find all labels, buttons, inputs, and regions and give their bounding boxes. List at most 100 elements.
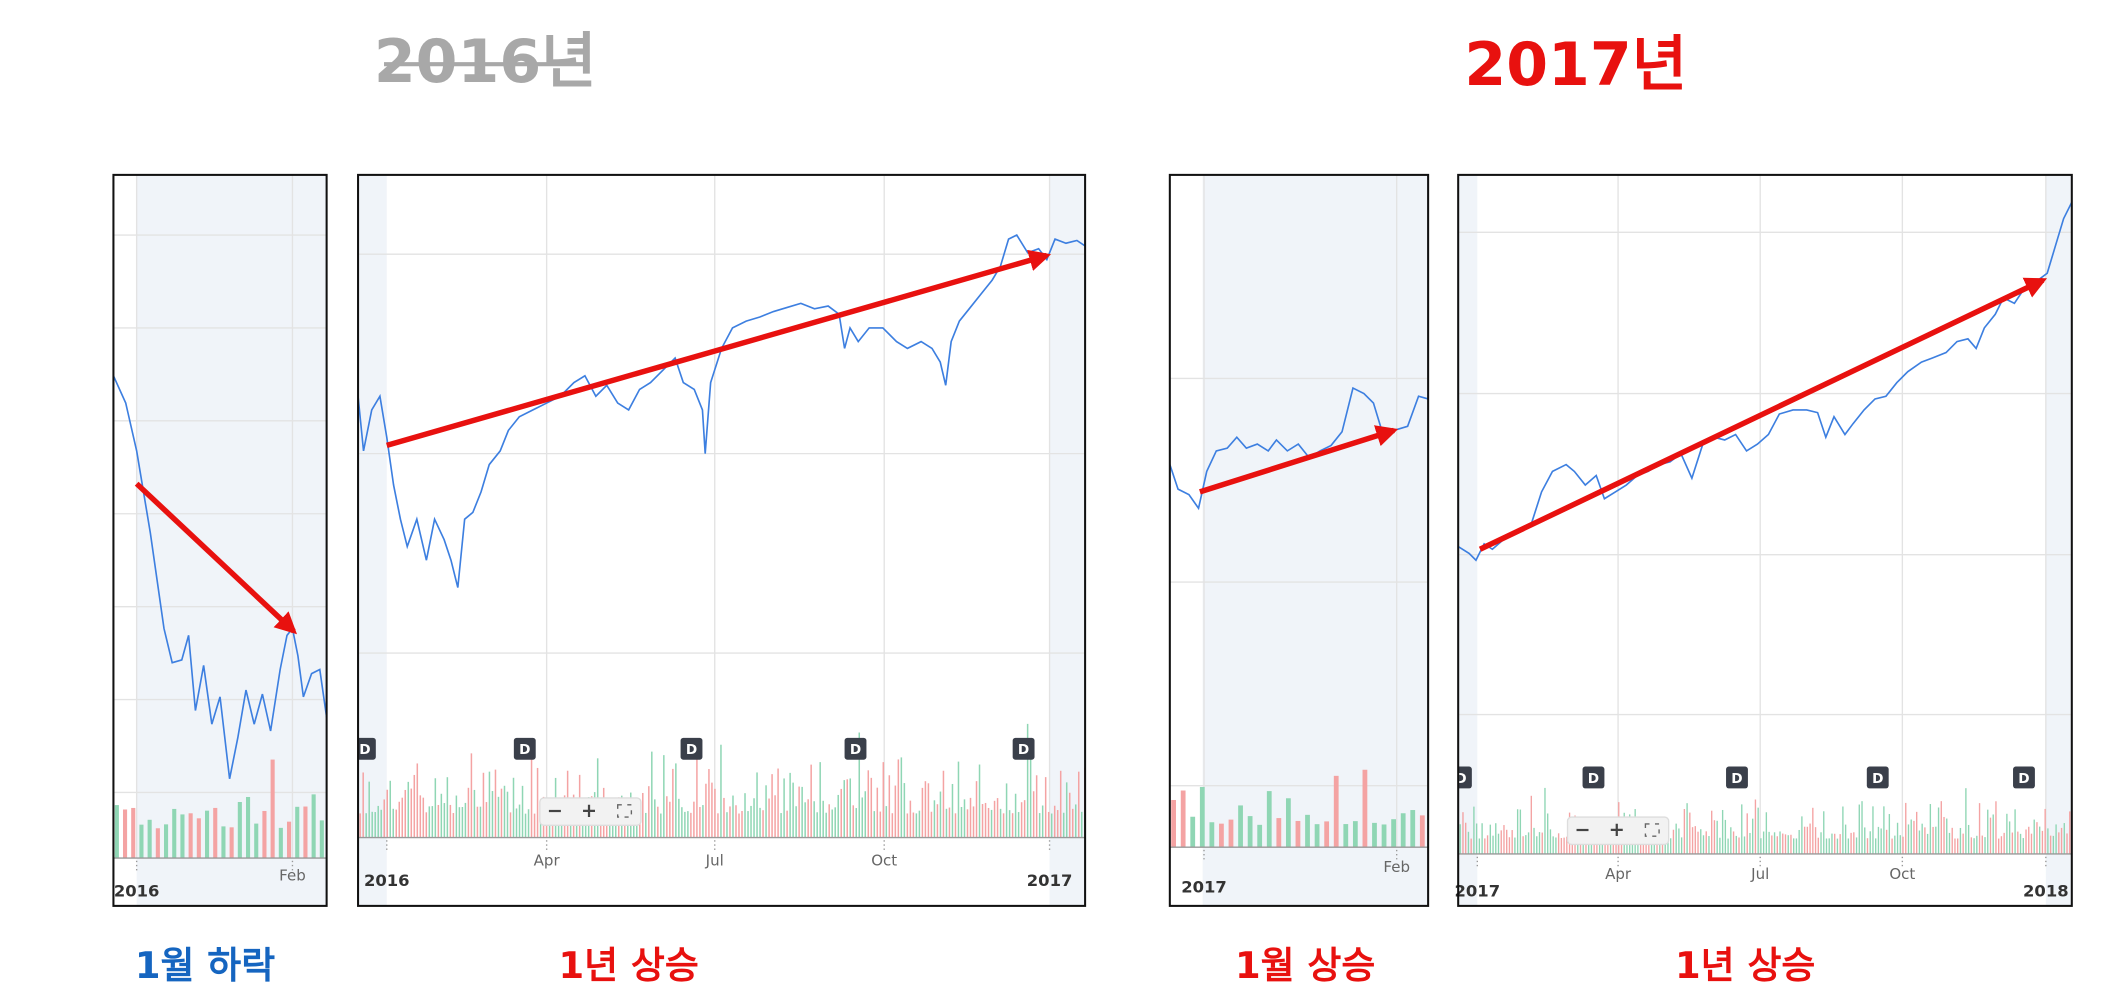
volume-bar — [1820, 832, 1822, 854]
volume-bar — [1779, 831, 1781, 854]
volume-bar — [2036, 822, 2038, 854]
event-marker — [2013, 766, 2035, 789]
volume-bar — [867, 770, 870, 838]
volume-bar — [1362, 769, 1368, 848]
zoom-button[interactable]: − — [1575, 818, 1591, 841]
volume-bar — [1547, 813, 1549, 854]
volume-bar — [416, 763, 419, 838]
volume-bar — [2033, 819, 2035, 854]
volume-bar — [966, 809, 969, 838]
volume-bar — [1989, 817, 1992, 854]
panel-border — [357, 173, 1087, 907]
volume-bar — [278, 827, 283, 859]
event-marker-label: D — [1731, 771, 1742, 787]
volume-bar — [837, 794, 839, 838]
volume-bar — [1913, 820, 1915, 854]
volume-bar — [1005, 783, 1008, 838]
volume-bar — [1014, 793, 1017, 838]
event-marker — [844, 737, 867, 760]
shaded-range — [1458, 174, 1478, 906]
volume-bar — [972, 806, 975, 838]
volume-bar — [1987, 809, 1989, 854]
volume-bar — [1858, 804, 1860, 854]
volume-bar — [1850, 832, 1852, 854]
volume-bar — [1995, 801, 1997, 854]
volume-bar — [407, 781, 410, 838]
volume-bar — [1836, 838, 1839, 854]
volume-bar — [1041, 805, 1044, 838]
volume-bar — [1762, 831, 1765, 854]
x-tick-label: 2017 — [1455, 882, 1501, 901]
fullscreen-button[interactable] — [1644, 823, 1660, 837]
volume-bar — [1675, 823, 1677, 854]
volume-bar — [1656, 837, 1658, 854]
volume-bar — [1743, 836, 1746, 854]
volume-bar — [1533, 827, 1535, 854]
volume-bar — [2047, 828, 2049, 854]
chart-panel: 2016 Feb — [112, 173, 328, 907]
volume-bar — [1495, 823, 1497, 854]
event-marker-label: D — [1455, 771, 1466, 787]
volume-bar — [663, 755, 665, 838]
volume-bar — [1776, 836, 1778, 854]
volume-bar — [774, 795, 776, 838]
volume-bar — [954, 813, 957, 838]
volume-bar — [2039, 826, 2041, 854]
volume-bar — [1773, 832, 1776, 854]
volume-bar — [1053, 805, 1056, 838]
volume-bar — [771, 774, 773, 838]
volume-bar — [891, 813, 894, 838]
volume-bar — [319, 820, 324, 859]
trend-arrow — [385, 249, 1052, 449]
x-tick-label: 2016 — [114, 882, 160, 901]
volume-bar — [2052, 835, 2055, 854]
volume-bar — [2025, 829, 2027, 854]
volume-bar — [1907, 824, 1910, 854]
volume-bar — [527, 809, 530, 838]
volume-bar — [401, 797, 404, 838]
volume-bar — [957, 761, 960, 838]
volume-bar — [807, 799, 809, 838]
event-marker — [1866, 766, 1889, 789]
volume-bar — [1954, 838, 1956, 854]
volume-bar — [1864, 827, 1866, 854]
volume-bar — [1459, 824, 1461, 854]
chart-panel: 2017 Feb — [1168, 173, 1430, 907]
zoom-controls — [1566, 816, 1670, 846]
volume-bar — [1943, 816, 1945, 854]
volume-bar — [1672, 829, 1675, 854]
volume-bar — [524, 813, 527, 838]
volume-bar — [1962, 833, 1964, 854]
volume-bar — [1757, 807, 1759, 854]
volume-bar — [834, 807, 836, 838]
volume-bar — [1228, 819, 1234, 848]
volume-bar — [1814, 827, 1817, 854]
volume-bar — [1795, 838, 1798, 854]
volume-bar — [882, 762, 885, 838]
volume-bar — [452, 813, 455, 838]
volume-bar — [2022, 838, 2024, 854]
volume-bar — [1035, 775, 1038, 838]
volume-bar — [262, 810, 267, 859]
volume-bar — [434, 778, 437, 838]
volume-bar — [666, 796, 668, 838]
volume-bar — [470, 753, 473, 838]
zoom-button[interactable]: + — [581, 799, 597, 822]
fullscreen-button[interactable] — [617, 804, 633, 818]
volume-bar — [729, 806, 731, 838]
zoom-button[interactable]: − — [547, 799, 563, 822]
volume-bar — [876, 787, 879, 838]
volume-bar — [1951, 827, 1953, 854]
volume-bar — [1918, 830, 1921, 854]
volume-bar — [1077, 771, 1080, 838]
volume-bar — [1062, 812, 1065, 838]
volume-bar — [1645, 836, 1647, 854]
volume-bar — [1976, 835, 1978, 854]
volume-bar — [404, 789, 407, 838]
volume-bar — [750, 805, 752, 838]
volume-bar — [1324, 821, 1330, 848]
volume-bar — [672, 768, 674, 838]
volume-bar — [1381, 824, 1387, 848]
volume-bar — [849, 778, 851, 838]
zoom-button[interactable]: + — [1609, 818, 1625, 841]
